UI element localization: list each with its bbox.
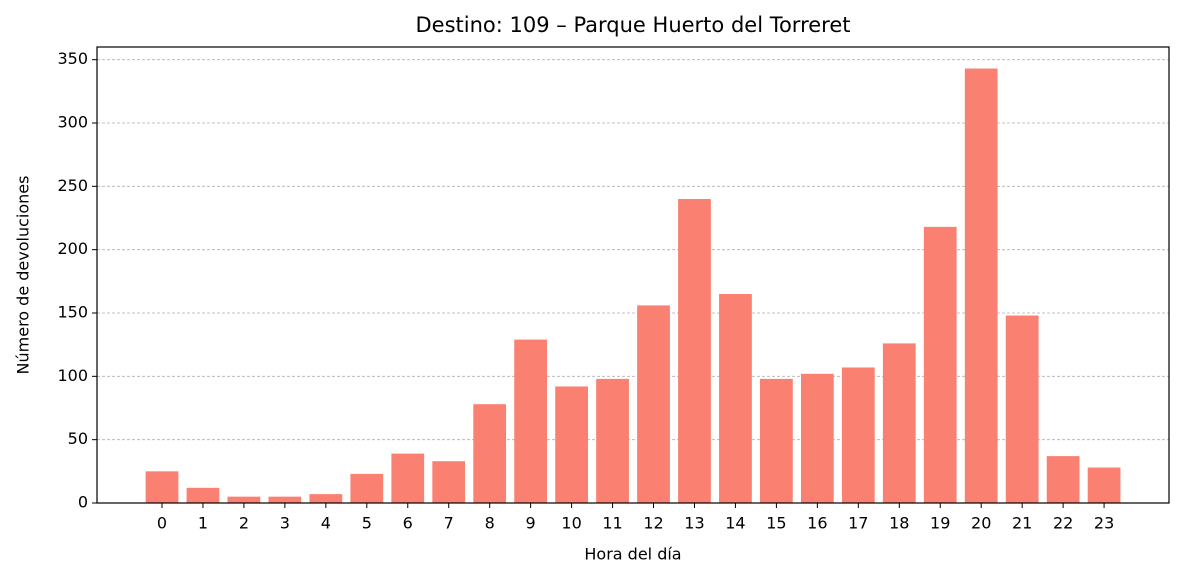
x-tick-label: 8 bbox=[485, 514, 495, 533]
x-tick-label: 15 bbox=[766, 514, 786, 533]
bar bbox=[719, 294, 752, 503]
bar bbox=[637, 305, 670, 503]
y-tick-label: 350 bbox=[57, 49, 88, 68]
bar bbox=[841, 367, 875, 503]
bar bbox=[760, 378, 793, 503]
bar bbox=[227, 496, 261, 503]
x-tick-label: 3 bbox=[280, 514, 290, 533]
bar bbox=[309, 494, 343, 503]
x-tick-label: 12 bbox=[643, 514, 663, 533]
bar bbox=[350, 473, 384, 503]
x-tick-label: 2 bbox=[239, 514, 249, 533]
x-axis-label: Hora del día bbox=[584, 545, 681, 564]
y-tick-label: 300 bbox=[57, 113, 88, 132]
x-tick-label: 0 bbox=[157, 514, 167, 533]
bar bbox=[1005, 315, 1039, 503]
x-tick-label: 7 bbox=[444, 514, 454, 533]
x-tick-label: 16 bbox=[807, 514, 827, 533]
x-tick-label: 17 bbox=[848, 514, 868, 533]
x-tick-label: 20 bbox=[971, 514, 991, 533]
y-tick-label: 150 bbox=[57, 303, 88, 322]
bar bbox=[473, 404, 507, 503]
x-tick-label: 11 bbox=[602, 514, 622, 533]
y-tick-label: 100 bbox=[57, 366, 88, 385]
x-tick-label: 10 bbox=[561, 514, 581, 533]
x-tick-label: 21 bbox=[1012, 514, 1032, 533]
x-tick-label: 1 bbox=[198, 514, 208, 533]
bar bbox=[1087, 467, 1121, 503]
plot-frame bbox=[96, 46, 1170, 504]
bar bbox=[186, 487, 220, 503]
x-tick-label: 18 bbox=[889, 514, 909, 533]
bar bbox=[268, 496, 302, 503]
bar bbox=[432, 461, 466, 503]
y-axis-label: Número de devoluciones bbox=[14, 176, 33, 375]
bar bbox=[145, 471, 179, 503]
bar bbox=[882, 343, 916, 503]
bar bbox=[514, 339, 548, 503]
bar bbox=[596, 378, 629, 503]
bar bbox=[555, 386, 588, 503]
x-tick-label: 13 bbox=[684, 514, 704, 533]
chart-title: Destino: 109 – Parque Huerto del Torrere… bbox=[416, 13, 851, 37]
y-tick-label: 50 bbox=[68, 429, 88, 448]
bar bbox=[964, 68, 998, 504]
y-tick-label: 0 bbox=[78, 493, 88, 512]
x-tick-label: 23 bbox=[1094, 514, 1114, 533]
bar bbox=[800, 373, 834, 503]
x-tick-label: 22 bbox=[1053, 514, 1073, 533]
bar bbox=[678, 199, 711, 503]
x-tick-label: 14 bbox=[725, 514, 745, 533]
y-tick-label: 250 bbox=[57, 176, 88, 195]
x-tick-label: 9 bbox=[526, 514, 536, 533]
x-tick-label: 6 bbox=[403, 514, 413, 533]
x-tick-label: 4 bbox=[321, 514, 331, 533]
bar bbox=[1046, 456, 1080, 503]
bar bbox=[391, 453, 425, 503]
bar bbox=[923, 226, 957, 503]
x-tick-label: 19 bbox=[930, 514, 950, 533]
y-tick-label: 200 bbox=[57, 239, 88, 258]
x-tick-label: 5 bbox=[362, 514, 372, 533]
